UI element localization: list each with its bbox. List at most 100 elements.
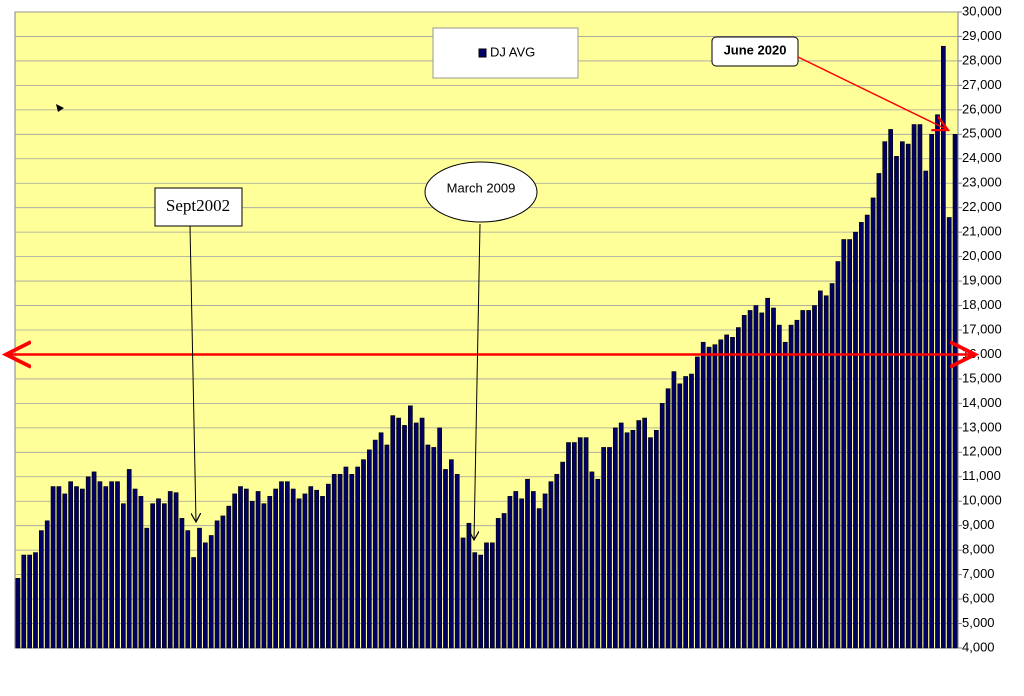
y-tick-label: 22,000 <box>962 199 1002 214</box>
bar <box>859 222 864 649</box>
bar <box>296 498 302 649</box>
bar <box>460 537 466 649</box>
bar <box>355 466 360 649</box>
bar <box>929 134 934 649</box>
bar <box>853 231 858 649</box>
bar <box>829 283 835 649</box>
annotation: March 2009 <box>447 180 516 195</box>
bar <box>812 305 817 649</box>
bar <box>39 530 44 649</box>
y-tick-label: 14,000 <box>962 395 1002 410</box>
bar <box>185 530 191 649</box>
bar <box>566 442 571 649</box>
bar <box>167 491 173 649</box>
bar <box>513 491 519 649</box>
annotation-arrow <box>474 223 481 540</box>
bar <box>782 341 788 649</box>
bar <box>396 417 401 649</box>
bar <box>220 515 226 649</box>
bar <box>27 554 32 649</box>
bar <box>613 427 618 649</box>
bar <box>232 493 237 649</box>
bar <box>132 488 138 649</box>
y-tick-label: 4,000 <box>962 639 995 654</box>
bar <box>677 383 683 649</box>
bar <box>671 371 677 649</box>
bar <box>267 496 273 649</box>
bar <box>337 474 343 649</box>
bar <box>261 503 267 649</box>
bar <box>466 522 472 649</box>
bar <box>911 124 917 649</box>
bar <box>659 403 665 649</box>
bar <box>255 491 261 649</box>
bar <box>454 474 460 649</box>
y-tick-label: 20,000 <box>962 248 1002 263</box>
bar <box>718 339 724 649</box>
bar <box>882 141 888 649</box>
bar <box>419 417 425 649</box>
bar <box>349 474 355 649</box>
bar <box>589 471 595 649</box>
bar <box>800 310 806 649</box>
bar <box>923 170 929 649</box>
bar <box>648 437 653 649</box>
bar <box>372 439 378 649</box>
bar <box>472 552 478 649</box>
bar <box>208 535 214 649</box>
bar <box>80 488 85 649</box>
bar <box>390 415 396 649</box>
bar <box>443 469 448 649</box>
bar <box>343 466 349 649</box>
bar <box>68 481 73 649</box>
bar <box>62 493 68 649</box>
annotation-arrow <box>189 225 196 522</box>
bar <box>630 429 636 649</box>
bar <box>894 156 899 649</box>
y-tick-label: 27,000 <box>962 77 1002 92</box>
bar <box>531 491 536 649</box>
bar <box>595 478 601 649</box>
bar <box>279 481 284 649</box>
bar <box>501 513 507 649</box>
annotation-box <box>711 36 799 67</box>
bar <box>952 134 958 649</box>
bar <box>642 417 647 649</box>
bar <box>577 437 583 649</box>
bar <box>314 489 319 649</box>
bar <box>402 425 407 649</box>
bar <box>935 114 940 649</box>
bar <box>244 488 249 649</box>
bar <box>126 469 132 649</box>
bar <box>179 518 185 649</box>
bar <box>85 476 91 649</box>
bar <box>384 444 390 649</box>
marker <box>56 104 64 112</box>
legend <box>432 27 579 79</box>
bar <box>191 557 196 649</box>
bar <box>91 471 97 649</box>
y-tick-label: 24,000 <box>962 150 1002 165</box>
bar <box>618 422 624 649</box>
bar <box>747 310 753 649</box>
bar <box>864 214 870 649</box>
bar <box>115 481 120 649</box>
bar <box>765 297 770 649</box>
legend-label: DJ AVG <box>490 44 535 59</box>
y-tick-label: 13,000 <box>962 419 1002 434</box>
bar <box>700 341 706 649</box>
y-tick-label: 10,000 <box>962 493 1002 508</box>
bar <box>273 488 278 649</box>
bar <box>946 217 952 649</box>
bar <box>806 310 811 649</box>
y-tick-label: 17,000 <box>962 321 1002 336</box>
bar <box>759 312 765 649</box>
bar <box>367 449 372 649</box>
bar <box>818 290 823 649</box>
annotation: June 2020 <box>724 42 787 57</box>
annotation-box <box>154 187 243 227</box>
bar <box>437 427 442 649</box>
bar <box>138 496 144 649</box>
bar <box>144 527 150 649</box>
